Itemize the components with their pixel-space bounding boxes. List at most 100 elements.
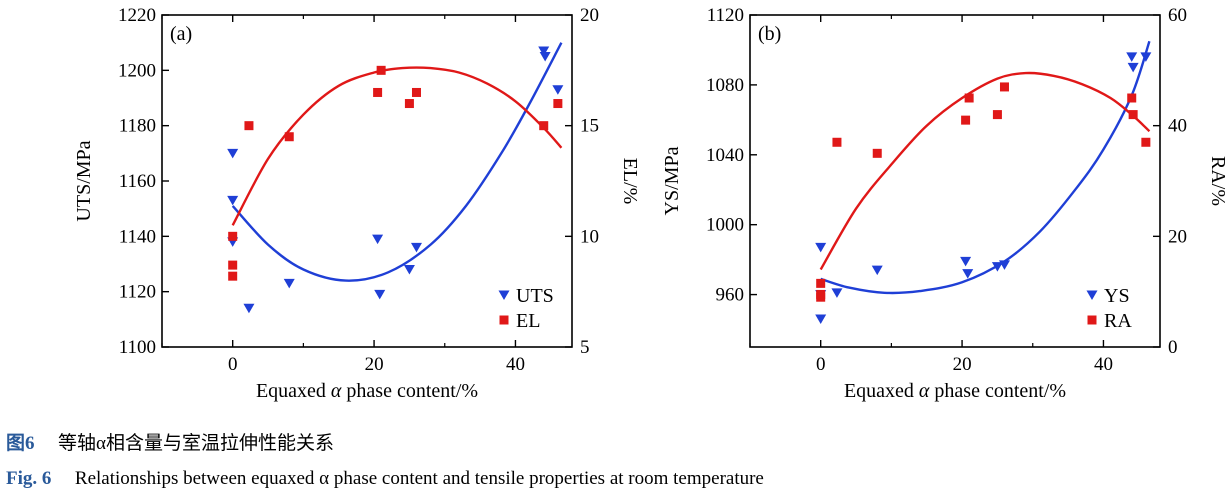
left-tick-label: 1120 bbox=[707, 5, 744, 26]
x-tick-label: 40 bbox=[506, 354, 525, 375]
data-point-ra bbox=[1128, 110, 1138, 120]
data-point-ra bbox=[832, 137, 842, 147]
data-point-uts bbox=[410, 242, 422, 253]
left-tick-label: 1040 bbox=[706, 145, 744, 166]
data-point-uts bbox=[372, 234, 384, 245]
data-point-ra bbox=[961, 115, 971, 125]
data-point-ys bbox=[815, 242, 827, 253]
data-point-ys bbox=[998, 260, 1010, 270]
chart-panel-b: 0 20 40 960 1000 1040 1080 1120 0 20 40 60 YS/MPa RA/… bbox=[661, 5, 1225, 402]
left-tick-label: 1080 bbox=[706, 75, 744, 96]
legend-marker-ys bbox=[1086, 290, 1098, 300]
data-point-ra bbox=[999, 82, 1009, 92]
left-tick-label: 1000 bbox=[706, 215, 744, 236]
data-point-ra bbox=[816, 278, 826, 288]
x-axis-label: Equaxed α phase content/% bbox=[844, 380, 1066, 402]
caption-chinese: 图6 等轴α相含量与室温拉伸性能关系 bbox=[6, 428, 334, 455]
left-tick-label: 1160 bbox=[119, 171, 156, 192]
legend-marker-ra bbox=[1087, 315, 1097, 325]
data-point-ys bbox=[815, 314, 827, 325]
data-point-el bbox=[228, 260, 238, 270]
data-point-ys bbox=[1126, 52, 1138, 62]
legend-label-ra: RA bbox=[1104, 310, 1132, 332]
x-axis-label: Equaxed α phase content/% bbox=[256, 380, 478, 402]
left-tick-label: 1220 bbox=[118, 5, 156, 26]
caption-english: Fig. 6 Relationships between equaxed α p… bbox=[6, 468, 764, 490]
data-point-uts bbox=[403, 265, 415, 275]
fit-curve-uts bbox=[231, 42, 563, 282]
legend-label-ys: YS bbox=[1104, 285, 1130, 307]
x-axis-label-symbol: α bbox=[919, 380, 930, 402]
right-tick-label: 10 bbox=[580, 226, 599, 247]
left-tick-label: 1100 bbox=[119, 337, 156, 358]
data-point-ra bbox=[964, 93, 974, 103]
data-point-el bbox=[244, 121, 254, 131]
chart-panel-a: 0 20 40 1100 1120 1140 1160 1180 1200 1220 5 10 15 20… bbox=[73, 5, 641, 402]
legend-label-uts: UTS bbox=[516, 285, 554, 307]
legend-label-el: EL bbox=[516, 310, 540, 332]
right-tick-label: 20 bbox=[580, 5, 599, 26]
data-point-el bbox=[284, 132, 294, 142]
data-point-uts bbox=[552, 85, 564, 95]
left-tick-label: 1120 bbox=[119, 282, 156, 303]
data-point-uts bbox=[374, 289, 386, 300]
data-point-el bbox=[376, 65, 386, 75]
panel-label: (a) bbox=[170, 23, 192, 45]
data-point-ys bbox=[831, 288, 843, 298]
data-point-el bbox=[411, 87, 421, 97]
data-point-ys bbox=[871, 265, 883, 276]
data-point-ys bbox=[962, 269, 974, 279]
x-tick-label: 40 bbox=[1094, 354, 1113, 375]
caption-english-text: Relationships between equaxed α phase co… bbox=[74, 468, 764, 489]
panel-label: (b) bbox=[758, 23, 781, 45]
data-point-el bbox=[373, 87, 383, 97]
data-point-ra bbox=[1127, 93, 1137, 103]
x-axis-label-symbol: α bbox=[331, 380, 342, 402]
right-axis-label: EL/% bbox=[619, 158, 641, 205]
right-tick-label: 0 bbox=[1168, 337, 1178, 358]
data-point-el bbox=[228, 231, 238, 241]
data-point-ra bbox=[992, 110, 1002, 120]
data-point-uts bbox=[283, 278, 295, 289]
data-point-ys bbox=[960, 256, 972, 267]
data-point-uts bbox=[539, 52, 551, 62]
data-point-uts bbox=[227, 148, 239, 159]
data-point-el bbox=[228, 271, 238, 281]
data-point-ra bbox=[1141, 137, 1151, 147]
data-point-ra bbox=[816, 292, 826, 302]
data-point-ys bbox=[1127, 62, 1139, 73]
left-tick-label: 1180 bbox=[119, 116, 156, 137]
data-point-uts bbox=[227, 195, 239, 206]
left-tick-label: 1140 bbox=[119, 226, 156, 247]
caption-chinese-label: 图6 bbox=[6, 433, 35, 454]
data-point-ys bbox=[1140, 52, 1152, 62]
fit-curve-ra bbox=[819, 71, 1151, 271]
x-axis-label-prefix: Equaxed bbox=[844, 380, 919, 402]
left-axis-label: YS/MPa bbox=[661, 146, 683, 215]
right-tick-label: 60 bbox=[1168, 5, 1187, 26]
data-point-ys bbox=[991, 262, 1003, 272]
right-tick-label: 20 bbox=[1168, 226, 1187, 247]
right-tick-label: 40 bbox=[1168, 116, 1187, 137]
plot-frame bbox=[161, 14, 573, 348]
x-tick-label: 20 bbox=[953, 354, 972, 375]
fit-curve-ys bbox=[820, 40, 1151, 295]
data-point-uts bbox=[538, 46, 550, 56]
x-axis-label-suffix: phase content/% bbox=[341, 380, 478, 402]
plot-frame bbox=[749, 14, 1161, 348]
right-tick-label: 5 bbox=[580, 337, 590, 358]
x-tick-label: 0 bbox=[816, 354, 826, 375]
legend-marker-uts bbox=[498, 290, 510, 300]
data-point-el bbox=[553, 99, 563, 109]
x-axis-label-prefix: Equaxed bbox=[256, 380, 331, 402]
x-tick-label: 0 bbox=[228, 354, 238, 375]
right-tick-label: 15 bbox=[580, 116, 599, 137]
caption-chinese-text: 等轴α相含量与室温拉伸性能关系 bbox=[58, 433, 334, 454]
legend-marker-el bbox=[499, 315, 509, 325]
left-tick-label: 1200 bbox=[118, 60, 156, 81]
data-point-el bbox=[539, 121, 549, 131]
left-axis-label: UTS/MPa bbox=[73, 140, 95, 221]
left-tick-label: 960 bbox=[716, 285, 745, 306]
caption-english-label: Fig. 6 bbox=[6, 468, 52, 489]
